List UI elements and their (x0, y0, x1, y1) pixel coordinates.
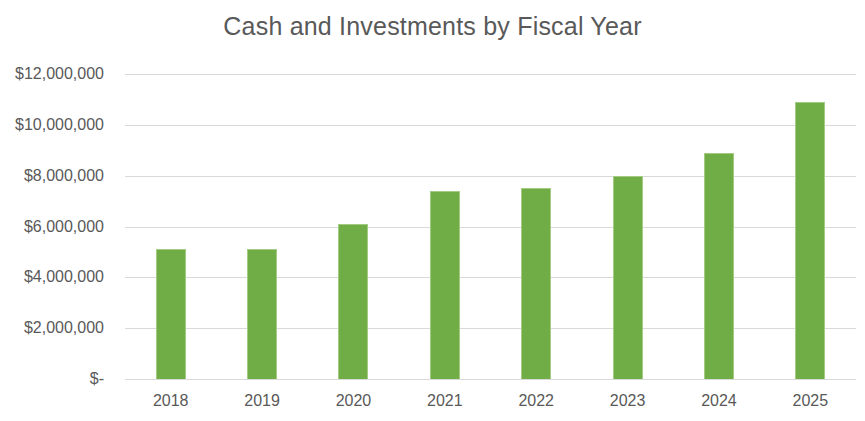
x-tick-label-2021: 2021 (405, 391, 485, 411)
x-tick-label-2022: 2022 (496, 391, 576, 411)
x-tick-label-2025: 2025 (770, 391, 850, 411)
bar-2019 (247, 249, 277, 379)
y-tick-label: $6,000,000 (0, 217, 104, 237)
plot-area (125, 74, 856, 379)
gridline (125, 125, 856, 126)
bar-2023 (613, 176, 643, 379)
x-tick-label-2019: 2019 (222, 391, 302, 411)
x-tick-label-2024: 2024 (679, 391, 759, 411)
y-tick-label: $10,000,000 (0, 115, 104, 135)
x-tick-label-2023: 2023 (588, 391, 668, 411)
bar-2022 (521, 188, 551, 379)
bar-2021 (430, 191, 460, 379)
gridline (125, 74, 856, 75)
y-tick-label: $2,000,000 (0, 318, 104, 338)
gridline (125, 176, 856, 177)
chart-title: Cash and Investments by Fiscal Year (0, 12, 865, 41)
gridline (125, 277, 856, 278)
bar-2024 (704, 153, 734, 379)
gridline (125, 328, 856, 329)
y-tick-label: $- (0, 369, 104, 389)
bar-2018 (156, 249, 186, 379)
x-tick-label-2018: 2018 (131, 391, 211, 411)
y-tick-label: $12,000,000 (0, 64, 104, 84)
y-tick-label: $4,000,000 (0, 267, 104, 287)
y-tick-label: $8,000,000 (0, 166, 104, 186)
x-tick-label-2020: 2020 (313, 391, 393, 411)
bar-2020 (338, 224, 368, 379)
cash-investments-bar-chart: Cash and Investments by Fiscal Year $- $2… (0, 0, 865, 421)
gridline (125, 227, 856, 228)
bar-2025 (795, 102, 825, 379)
gridline (125, 379, 856, 380)
